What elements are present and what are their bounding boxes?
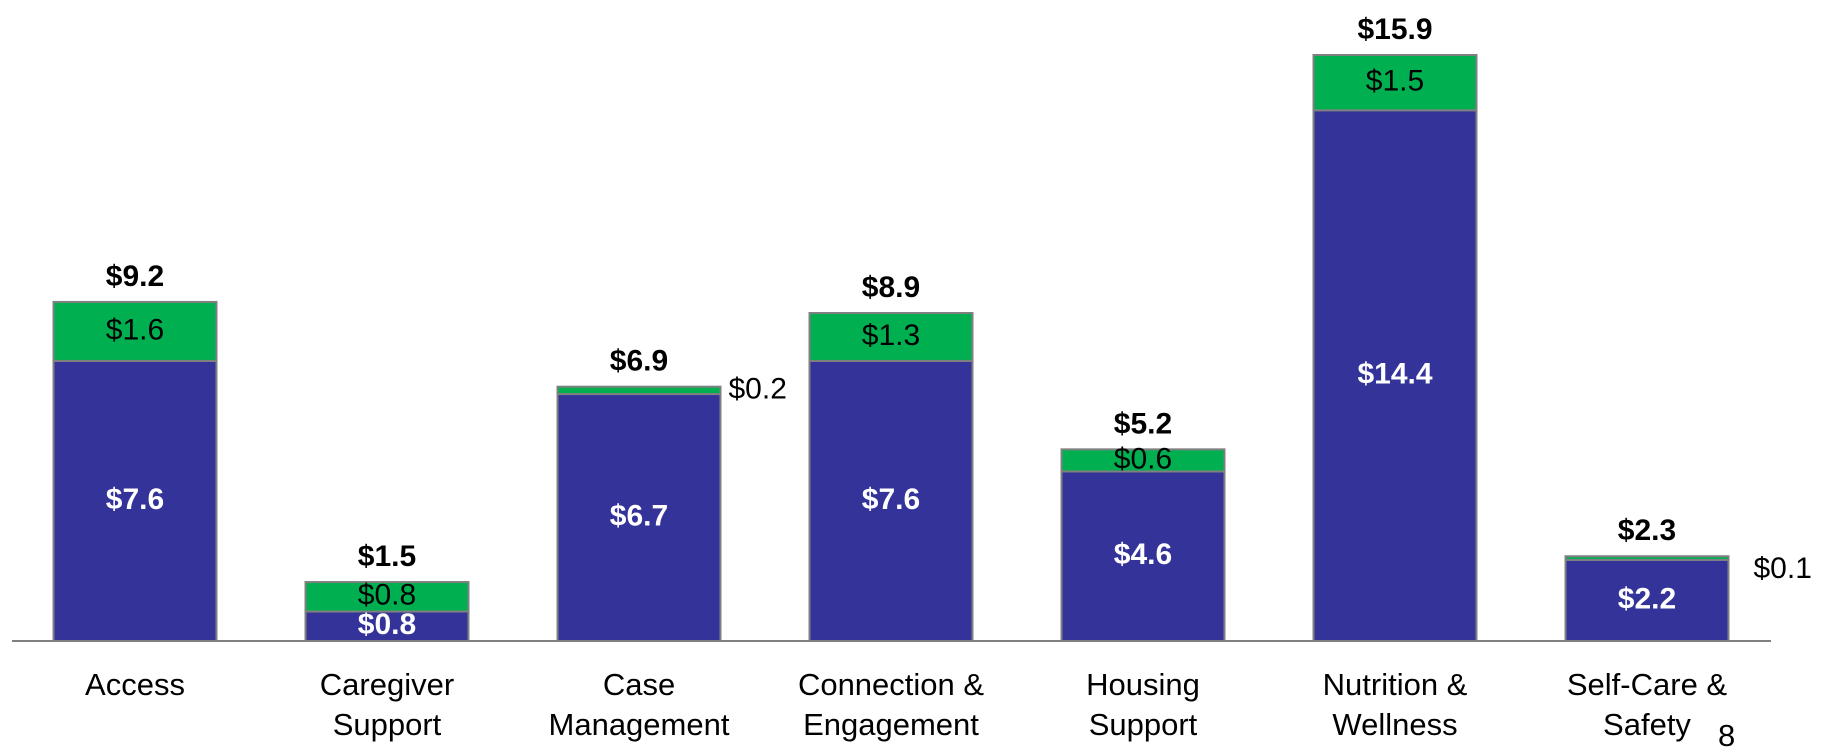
data-label: $0.8 [358, 579, 416, 612]
bar-segment [1060, 448, 1226, 473]
page-number: 8 [1718, 718, 1736, 753]
bar-segment [556, 393, 722, 642]
data-label: $4.6 [1114, 538, 1172, 571]
bar-segment [52, 359, 218, 642]
total-label: $2.3 [1618, 514, 1676, 547]
data-label: $6.7 [610, 499, 668, 532]
data-label: $1.6 [106, 313, 164, 346]
category-label: Access [85, 667, 185, 702]
data-label: $0.1 [1754, 552, 1812, 585]
data-label: $0.8 [358, 608, 416, 641]
total-label: $1.5 [358, 540, 416, 573]
category-label: Self-Care & Safety [1566, 667, 1728, 742]
total-label: $8.9 [862, 271, 920, 304]
bar-segment [808, 311, 974, 362]
data-label: $0.2 [729, 372, 787, 405]
category-label: Caregiver Support [319, 667, 455, 742]
category-label: Housing Support [1086, 667, 1200, 742]
data-label: $1.3 [862, 319, 920, 352]
bar-segment [1564, 555, 1730, 561]
bar-segment [1312, 109, 1478, 642]
data-label: $14.4 [1357, 358, 1432, 391]
data-label: $7.6 [106, 483, 164, 516]
data-label: $0.6 [1114, 442, 1172, 475]
total-label: $15.9 [1357, 13, 1432, 46]
data-label: $7.6 [862, 483, 920, 516]
data-label: $2.2 [1618, 582, 1676, 615]
category-label: Connection & Engagement [797, 667, 985, 742]
total-label: $6.9 [610, 345, 668, 378]
bar-segment [808, 359, 974, 642]
total-label: $5.2 [1114, 407, 1172, 440]
bar-segment [1060, 470, 1226, 643]
bar-segment [304, 581, 470, 613]
bar-segment [1312, 54, 1478, 112]
bar-segment [52, 300, 218, 362]
category-label: Nutrition & Wellness [1322, 667, 1468, 742]
bar-segment [556, 385, 722, 396]
total-label: $9.2 [106, 260, 164, 293]
category-label: Case Management [548, 667, 730, 742]
data-label: $1.5 [1366, 65, 1424, 98]
